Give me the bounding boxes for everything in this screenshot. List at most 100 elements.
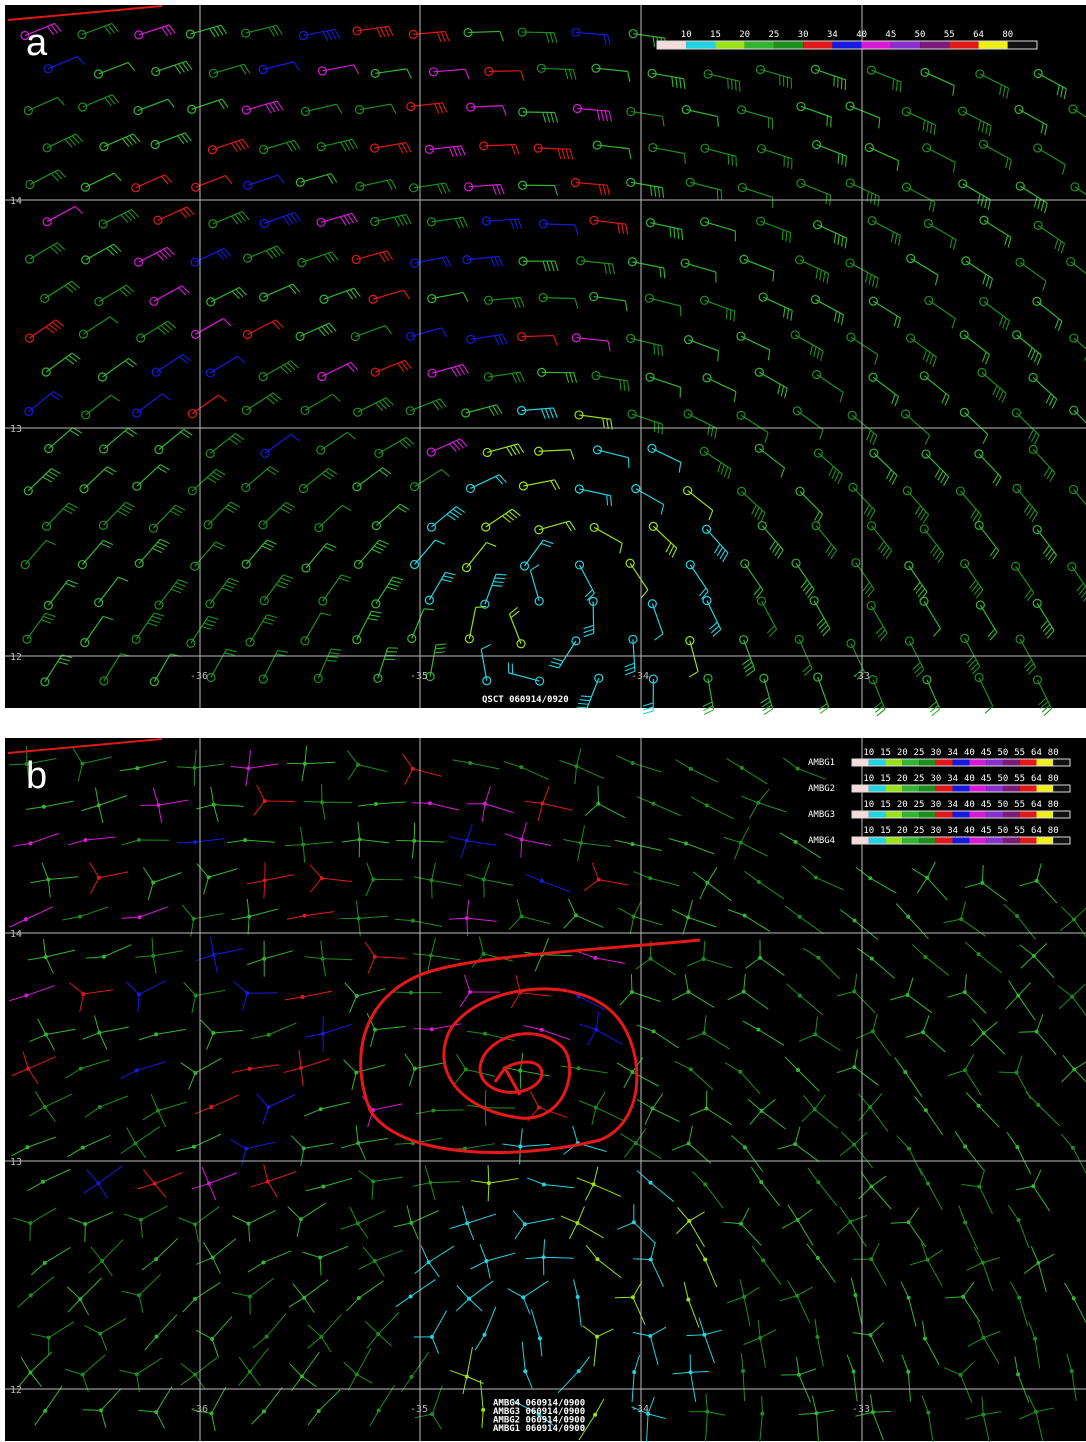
scale-label: 30 [798, 30, 809, 40]
scale-label: 55 [1014, 774, 1025, 784]
scale-label: 10 [863, 774, 874, 784]
scale-swatch [1036, 811, 1053, 818]
scale-label: 30 [930, 748, 941, 758]
scale-swatch [936, 759, 953, 766]
scale-label: 64 [1031, 826, 1042, 836]
scale-label: 64 [1031, 774, 1042, 784]
lon-tick-label: -36 [190, 1404, 208, 1415]
ambiguity [485, 1090, 486, 1108]
scale-label: 10 [863, 748, 874, 758]
barb-shaft [522, 32, 554, 33]
scale-label: 34 [947, 748, 958, 758]
scale-swatch [919, 785, 936, 792]
ambiguity [873, 1411, 891, 1412]
scale-label: 80 [1002, 30, 1013, 40]
scale-swatch [1020, 811, 1037, 818]
barb-feather [496, 574, 506, 575]
scale-label: 50 [998, 774, 1009, 784]
scale-label: 20 [739, 30, 750, 40]
scale-label: 25 [914, 800, 925, 810]
lat-tick-label: 13 [10, 424, 22, 435]
lon-tick-label: -34 [631, 1404, 649, 1415]
ambiguity [433, 1110, 463, 1111]
scale-label: 64 [973, 30, 984, 40]
scale-swatch [1036, 785, 1053, 792]
scale-swatch [852, 811, 869, 818]
scale-label: 15 [880, 800, 891, 810]
scale-label: 40 [964, 826, 975, 836]
legend-name: AMBG1 [808, 758, 835, 768]
page: { "scale": { "labels": ["10", "15", "20"… [0, 0, 1086, 1442]
scale-label: 34 [947, 774, 958, 784]
lat-tick-label: 12 [10, 1385, 22, 1396]
lon-tick-label: -35 [410, 671, 428, 682]
scale-swatch [936, 811, 953, 818]
scale-swatch [886, 785, 903, 792]
barb-shaft [523, 112, 555, 113]
barb-shaft [593, 601, 594, 633]
scale-label: 40 [964, 774, 975, 784]
scale-swatch [953, 759, 970, 766]
scale-label: 80 [1048, 748, 1059, 758]
scale-label: 20 [897, 774, 908, 784]
barb-shaft [489, 71, 521, 72]
barb-feather [730, 310, 731, 320]
scale-label: 45 [981, 826, 992, 836]
ambiguity [633, 1259, 651, 1260]
scale-label: 34 [827, 30, 838, 40]
scale-swatch [869, 811, 886, 818]
lat-tick-label: 14 [10, 929, 22, 940]
scale-label: 55 [1014, 800, 1025, 810]
scale-swatch [986, 785, 1003, 792]
scale-swatch [949, 41, 978, 49]
scale-swatch [803, 41, 832, 49]
scale-swatch [969, 811, 986, 818]
scale-label: 10 [863, 826, 874, 836]
panel-label: b [26, 755, 47, 797]
scale-label: 25 [914, 826, 925, 836]
scale-swatch [1003, 811, 1020, 818]
scale-swatch [869, 759, 886, 766]
scale-swatch [869, 785, 886, 792]
scale-label: 45 [981, 748, 992, 758]
scale-swatch [832, 41, 861, 49]
barb-feather [735, 80, 736, 90]
scale-swatch [774, 41, 803, 49]
scale-label: 40 [856, 30, 867, 40]
scale-swatch [715, 41, 744, 49]
scale-swatch [1053, 785, 1070, 792]
scale-label: 40 [964, 748, 975, 758]
scale-swatch [1036, 837, 1053, 844]
scale-swatch [1003, 837, 1020, 844]
scale-swatch [953, 811, 970, 818]
scale-swatch [902, 759, 919, 766]
scale-swatch [852, 759, 869, 766]
barb-feather [786, 231, 787, 241]
barb-feather [662, 346, 663, 356]
scale-swatch [886, 837, 903, 844]
scale-swatch [919, 837, 936, 844]
scale-swatch [936, 785, 953, 792]
scale-label: 15 [880, 826, 891, 836]
scale-label: 34 [947, 826, 958, 836]
barb-feather [732, 79, 733, 89]
scale-label: 25 [914, 774, 925, 784]
scale-swatch [1020, 837, 1037, 844]
scale-swatch [886, 811, 903, 818]
scale-swatch [745, 41, 774, 49]
scale-swatch [1008, 41, 1037, 49]
scale-label: 30 [930, 800, 941, 810]
scale-label: 45 [981, 774, 992, 784]
scale-swatch [657, 41, 686, 49]
scale-label: 80 [1048, 800, 1059, 810]
scale-label: 10 [863, 800, 874, 810]
lon-tick-label: -35 [410, 1404, 428, 1415]
scale-label: 30 [930, 774, 941, 784]
scale-swatch [979, 41, 1008, 49]
scale-swatch [969, 785, 986, 792]
scale-label: 20 [897, 800, 908, 810]
scale-label: 50 [915, 30, 926, 40]
barb-feather [782, 230, 783, 240]
scale-label: 80 [1048, 774, 1059, 784]
ambiguity [762, 1396, 763, 1414]
